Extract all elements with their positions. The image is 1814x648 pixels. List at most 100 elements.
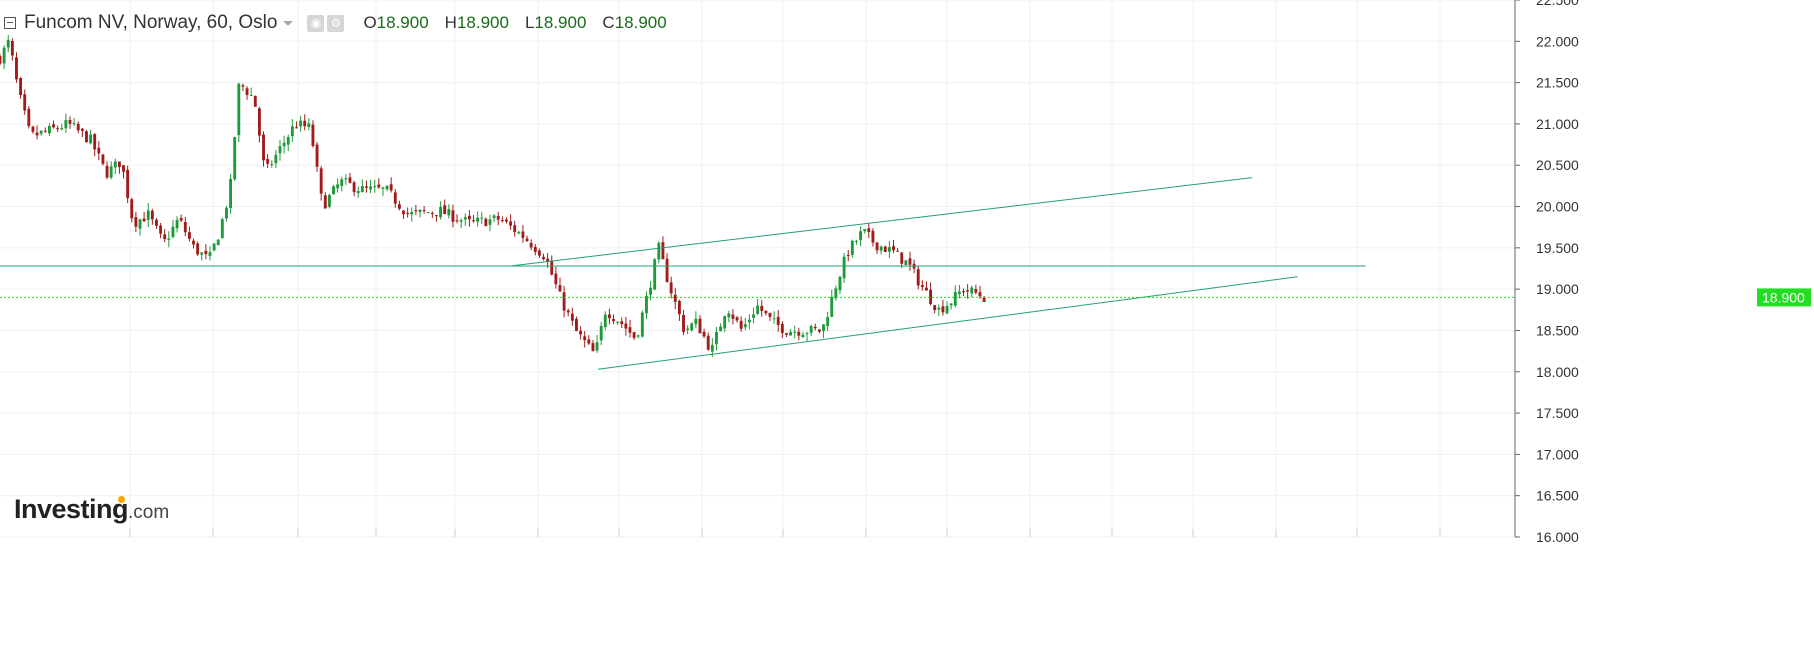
y-axis-label: 22.000 bbox=[1536, 33, 1579, 49]
candle-body bbox=[192, 240, 195, 245]
candle-body bbox=[253, 95, 257, 107]
candle-body bbox=[455, 220, 459, 222]
candle-body bbox=[937, 307, 941, 310]
candle-body bbox=[480, 217, 484, 219]
candle-body bbox=[624, 323, 628, 329]
logo-brand: Investing bbox=[14, 494, 129, 524]
candle-body bbox=[916, 269, 920, 286]
candle-body bbox=[809, 326, 813, 333]
candle-body bbox=[146, 210, 150, 220]
candle-body bbox=[645, 296, 648, 314]
candle-body bbox=[900, 252, 904, 264]
candle-body bbox=[163, 234, 167, 240]
candle-body bbox=[435, 215, 438, 217]
candle-body bbox=[850, 240, 854, 255]
candle-body bbox=[599, 325, 603, 341]
candle-body bbox=[735, 317, 739, 321]
candle-body bbox=[801, 334, 805, 338]
candle-body bbox=[307, 123, 311, 128]
candle-body bbox=[554, 273, 558, 285]
candle-body bbox=[311, 124, 315, 146]
candle-body bbox=[451, 210, 455, 222]
candle-body bbox=[760, 305, 764, 312]
candle-body bbox=[542, 256, 545, 260]
candle-body bbox=[706, 335, 710, 350]
candle-body bbox=[962, 291, 965, 293]
candle-body bbox=[686, 328, 690, 330]
candle-body bbox=[85, 131, 88, 143]
candle-body bbox=[920, 285, 924, 288]
candle-body bbox=[550, 260, 554, 275]
candle-body bbox=[875, 242, 879, 251]
y-axis-label: 17.500 bbox=[1536, 405, 1579, 421]
candle-body bbox=[463, 217, 467, 220]
candle-body bbox=[167, 238, 171, 240]
candle-body bbox=[340, 179, 344, 186]
candle-body bbox=[842, 256, 846, 279]
candle-body bbox=[159, 225, 163, 234]
candle-body bbox=[19, 78, 23, 96]
candle-body bbox=[68, 119, 72, 124]
candle-body bbox=[616, 321, 620, 323]
y-axis-label: 19.500 bbox=[1536, 240, 1579, 256]
candle-body bbox=[257, 108, 261, 136]
candle-body bbox=[459, 220, 463, 222]
candle-body bbox=[204, 250, 208, 255]
logo-domain: .com bbox=[128, 502, 170, 523]
candle-body bbox=[653, 259, 657, 290]
candle-body bbox=[715, 331, 718, 345]
candle-body bbox=[982, 297, 986, 302]
candle-body bbox=[467, 215, 471, 220]
collapse-icon[interactable] bbox=[4, 17, 16, 29]
chevron-down-icon[interactable] bbox=[283, 20, 294, 26]
candle-body bbox=[525, 238, 529, 242]
candle-body bbox=[348, 177, 352, 183]
candle-body bbox=[385, 185, 389, 190]
candle-body bbox=[142, 218, 146, 222]
candle-body bbox=[122, 165, 125, 172]
chart-header: Funcom NV, Norway, 60, Oslo ◉ ⚙ O18.900 … bbox=[4, 10, 667, 36]
candle-body bbox=[529, 242, 533, 248]
candle-body bbox=[303, 120, 307, 127]
candle-body bbox=[813, 326, 817, 329]
candle-body bbox=[10, 40, 14, 56]
candle-body bbox=[31, 126, 35, 132]
candle-body bbox=[138, 219, 142, 229]
candle-body bbox=[896, 250, 900, 252]
candle-body bbox=[846, 255, 850, 257]
y-axis-label: 21.000 bbox=[1536, 116, 1579, 132]
candle-body bbox=[39, 130, 43, 134]
candle-body bbox=[430, 212, 434, 214]
candle-body bbox=[266, 159, 270, 164]
candle-body bbox=[521, 231, 525, 238]
candle-body bbox=[130, 199, 134, 219]
candle-body bbox=[327, 194, 331, 207]
candle-body bbox=[97, 147, 101, 154]
candle-body bbox=[764, 310, 768, 314]
candle-body bbox=[60, 128, 64, 130]
candle-body bbox=[579, 330, 583, 335]
candle-body bbox=[871, 230, 875, 243]
y-axis-label: 20.000 bbox=[1536, 199, 1579, 215]
y-axis-label: 18.500 bbox=[1536, 322, 1579, 338]
ohlc-open: O18.900 bbox=[363, 13, 429, 32]
candle-body bbox=[636, 335, 640, 337]
candle-body bbox=[863, 228, 867, 232]
gear-icon[interactable]: ⚙ bbox=[327, 14, 345, 32]
y-axis-label: 19.000 bbox=[1536, 281, 1579, 297]
candle-body bbox=[661, 242, 665, 260]
candle-body bbox=[89, 134, 93, 144]
candle-body bbox=[109, 166, 113, 178]
instrument-title[interactable]: Funcom NV, Norway, 60, Oslo bbox=[24, 12, 278, 33]
candle-body bbox=[278, 146, 282, 154]
candle-body bbox=[768, 312, 772, 317]
candle-body bbox=[941, 306, 945, 313]
candle-body bbox=[0, 56, 2, 64]
eye-icon[interactable]: ◉ bbox=[307, 14, 325, 32]
candle-body bbox=[723, 316, 727, 329]
candle-body bbox=[220, 219, 224, 238]
candle-body bbox=[64, 120, 68, 129]
candle-body bbox=[196, 243, 200, 255]
